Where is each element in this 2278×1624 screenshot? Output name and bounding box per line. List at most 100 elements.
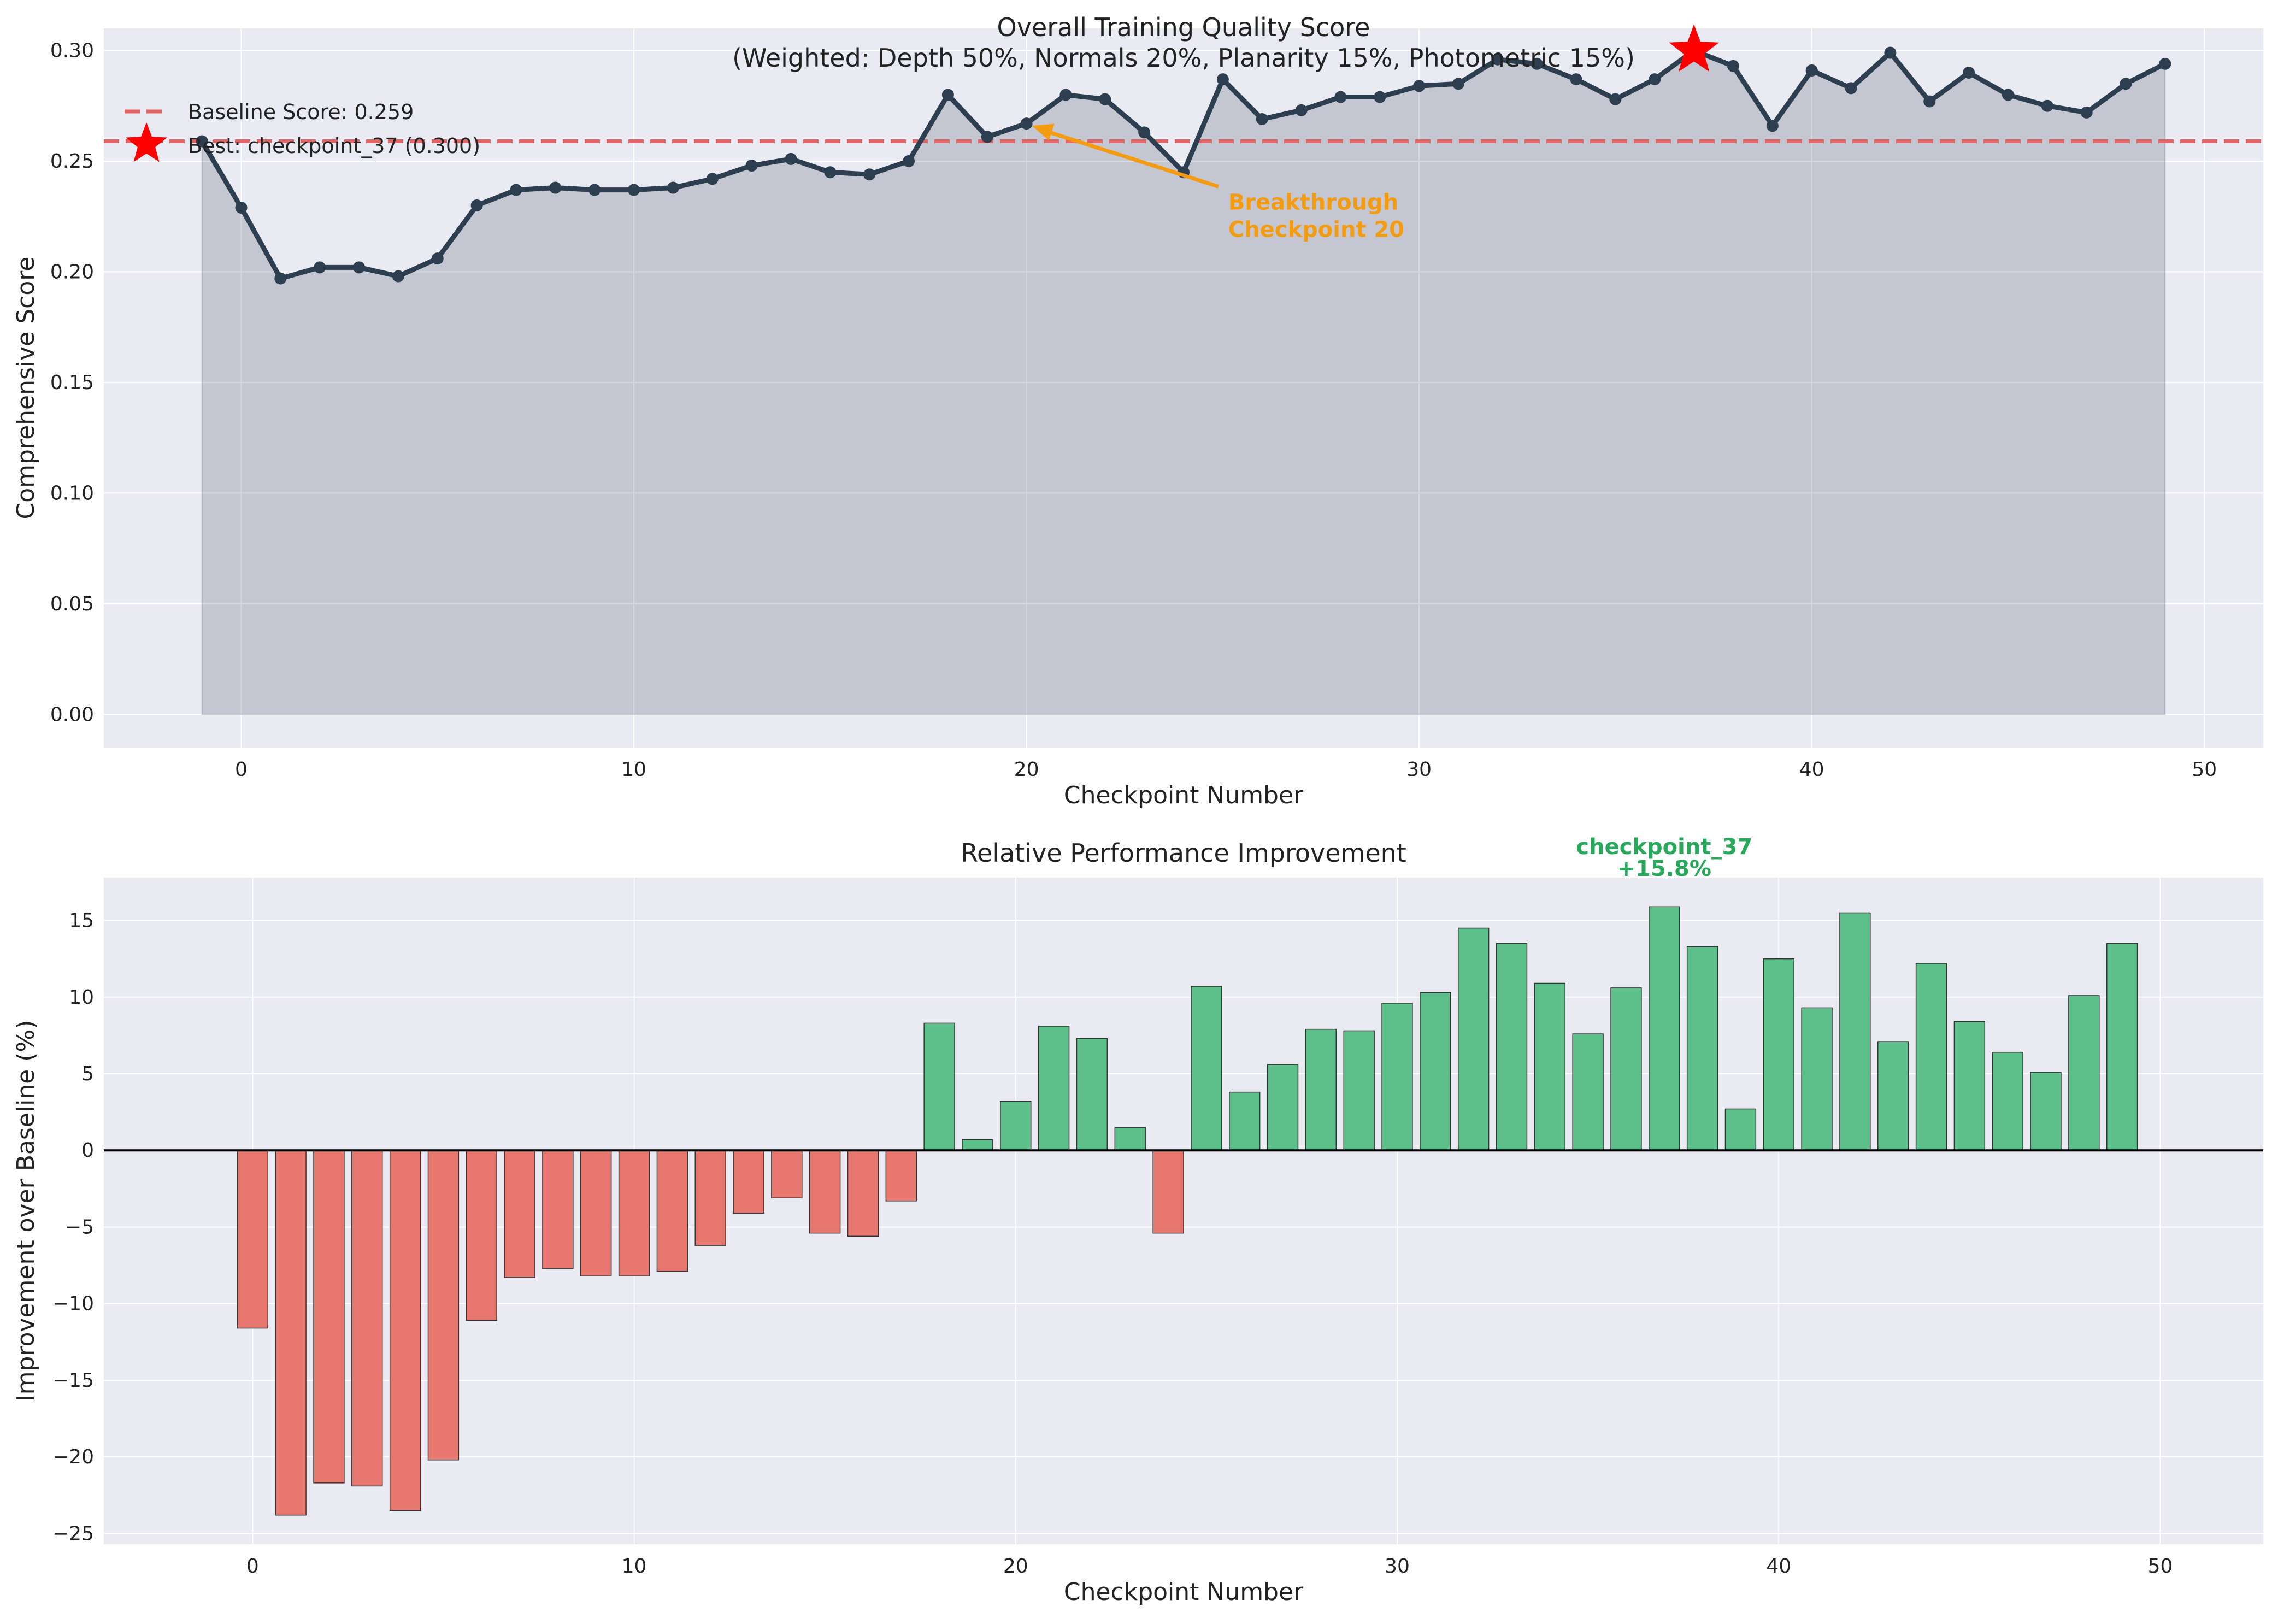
bar-positive [1496,943,1528,1151]
data-point [903,155,915,167]
data-point [1138,126,1151,139]
data-point [667,181,679,194]
data-point [1884,46,1897,59]
best-bar-annotation: +15.8% [1617,856,1711,881]
bar-negative [466,1150,497,1321]
data-point [628,184,640,196]
y-tick-label: 5 [81,1063,94,1085]
bar-positive [1610,987,1642,1151]
y-tick-label: 0 [81,1139,94,1162]
y-tick-label: −20 [52,1446,94,1468]
x-tick-label: 20 [1003,1555,1028,1578]
bar-negative [237,1150,268,1329]
bar-negative [733,1150,764,1214]
y-tick-label: −15 [52,1369,94,1392]
bar-negative [542,1150,574,1269]
bar-positive [1343,1030,1375,1151]
chart-subtitle: (Weighted: Depth 50%, Normals 20%, Plana… [732,43,1635,73]
bar-negative [313,1150,345,1484]
bar-positive [1953,1021,1986,1151]
data-point [706,173,719,185]
data-point [863,168,876,181]
data-point [353,261,366,274]
data-point [785,152,797,165]
bar-positive [2030,1072,2062,1151]
y-tick-label: 15 [69,910,94,932]
chart-title: Overall Training Quality Score [997,13,1370,42]
data-point [824,166,837,179]
data-point [431,252,444,265]
data-point [1256,113,1268,126]
y-tick-label: 0.25 [50,150,94,173]
bar-positive [1572,1033,1604,1151]
data-point [1531,57,1543,70]
bar-positive [1801,1007,1833,1151]
data-point [1295,104,1308,116]
data-point [1216,73,1229,86]
data-point [1805,64,1818,77]
y-tick-label: 0.20 [50,261,94,283]
data-point [549,181,562,194]
bar-negative [618,1150,650,1276]
line-chart-panel: 0.00 0.05 0.10 0.15 0.20 0.25 0.30 0 10 20 30 40 50 B… [12,13,2263,809]
y-tick-label: 0.30 [50,39,94,62]
bar-positive [1839,912,1871,1151]
bar-positive [1763,958,1794,1151]
bar-positive [1076,1038,1108,1151]
data-point [2080,106,2093,119]
bar-positive [1000,1101,1032,1151]
data-point [1452,78,1464,90]
annotation-arrow [1045,129,1219,189]
data-point [1766,120,1779,132]
bar-positive [2106,943,2138,1151]
data-point [1963,66,1975,79]
annotation-text: Checkpoint 20 [1228,217,1404,242]
y-tick-label: 0.15 [50,372,94,394]
x-tick-label: 0 [235,758,248,781]
data-point [1609,93,1622,105]
x-tick-label: 0 [246,1555,259,1578]
legend-label: Baseline Score: 0.259 [188,100,414,124]
bar-positive [1114,1127,1146,1151]
bar-negative [427,1150,460,1461]
bar-negative [771,1150,803,1198]
bar-chart-panel: −25 −20 −15 −10 −5 0 5 10 15 0 10 20 30 40 50 checkpoin… [12,834,2263,1606]
bar-negative [809,1150,841,1234]
bar-negative [847,1150,879,1237]
bar-positive [1686,946,1718,1151]
x-tick-label: 20 [1014,758,1039,781]
bar-positive [1992,1051,2023,1151]
data-point [235,201,248,214]
data-point [588,184,601,196]
data-point [981,131,993,143]
bar-positive [2068,995,2100,1151]
bar-positive [1915,963,1947,1151]
x-tick-label: 40 [1766,1555,1791,1578]
chart-title: Relative Performance Improvement [961,838,1406,868]
best-star-marker [1669,24,1719,72]
data-point [1334,91,1347,103]
x-tick-label: 30 [1385,1555,1410,1578]
data-point [1059,89,1072,101]
plot-area [104,28,2263,748]
data-point [196,135,208,148]
data-point [941,89,954,101]
x-tick-label: 30 [1406,758,1432,781]
legend-label: Best: checkpoint_37 (0.300) [188,134,480,158]
bar-negative [580,1150,612,1276]
y-tick-label: −25 [52,1522,94,1545]
x-tick-label: 40 [1799,758,1824,781]
bar-negative [656,1150,688,1272]
data-point [2159,57,2171,70]
bar-positive [1038,1026,1070,1151]
data-point [1727,60,1739,72]
bar-negative [275,1150,307,1516]
y-tick-label: 0.10 [50,482,94,504]
data-point [2002,89,2014,101]
y-axis-label: Comprehensive Score [12,257,40,520]
y-tick-label: 10 [69,986,94,1009]
annotation-arrowhead [1032,123,1055,141]
bar-positive [1420,992,1451,1151]
